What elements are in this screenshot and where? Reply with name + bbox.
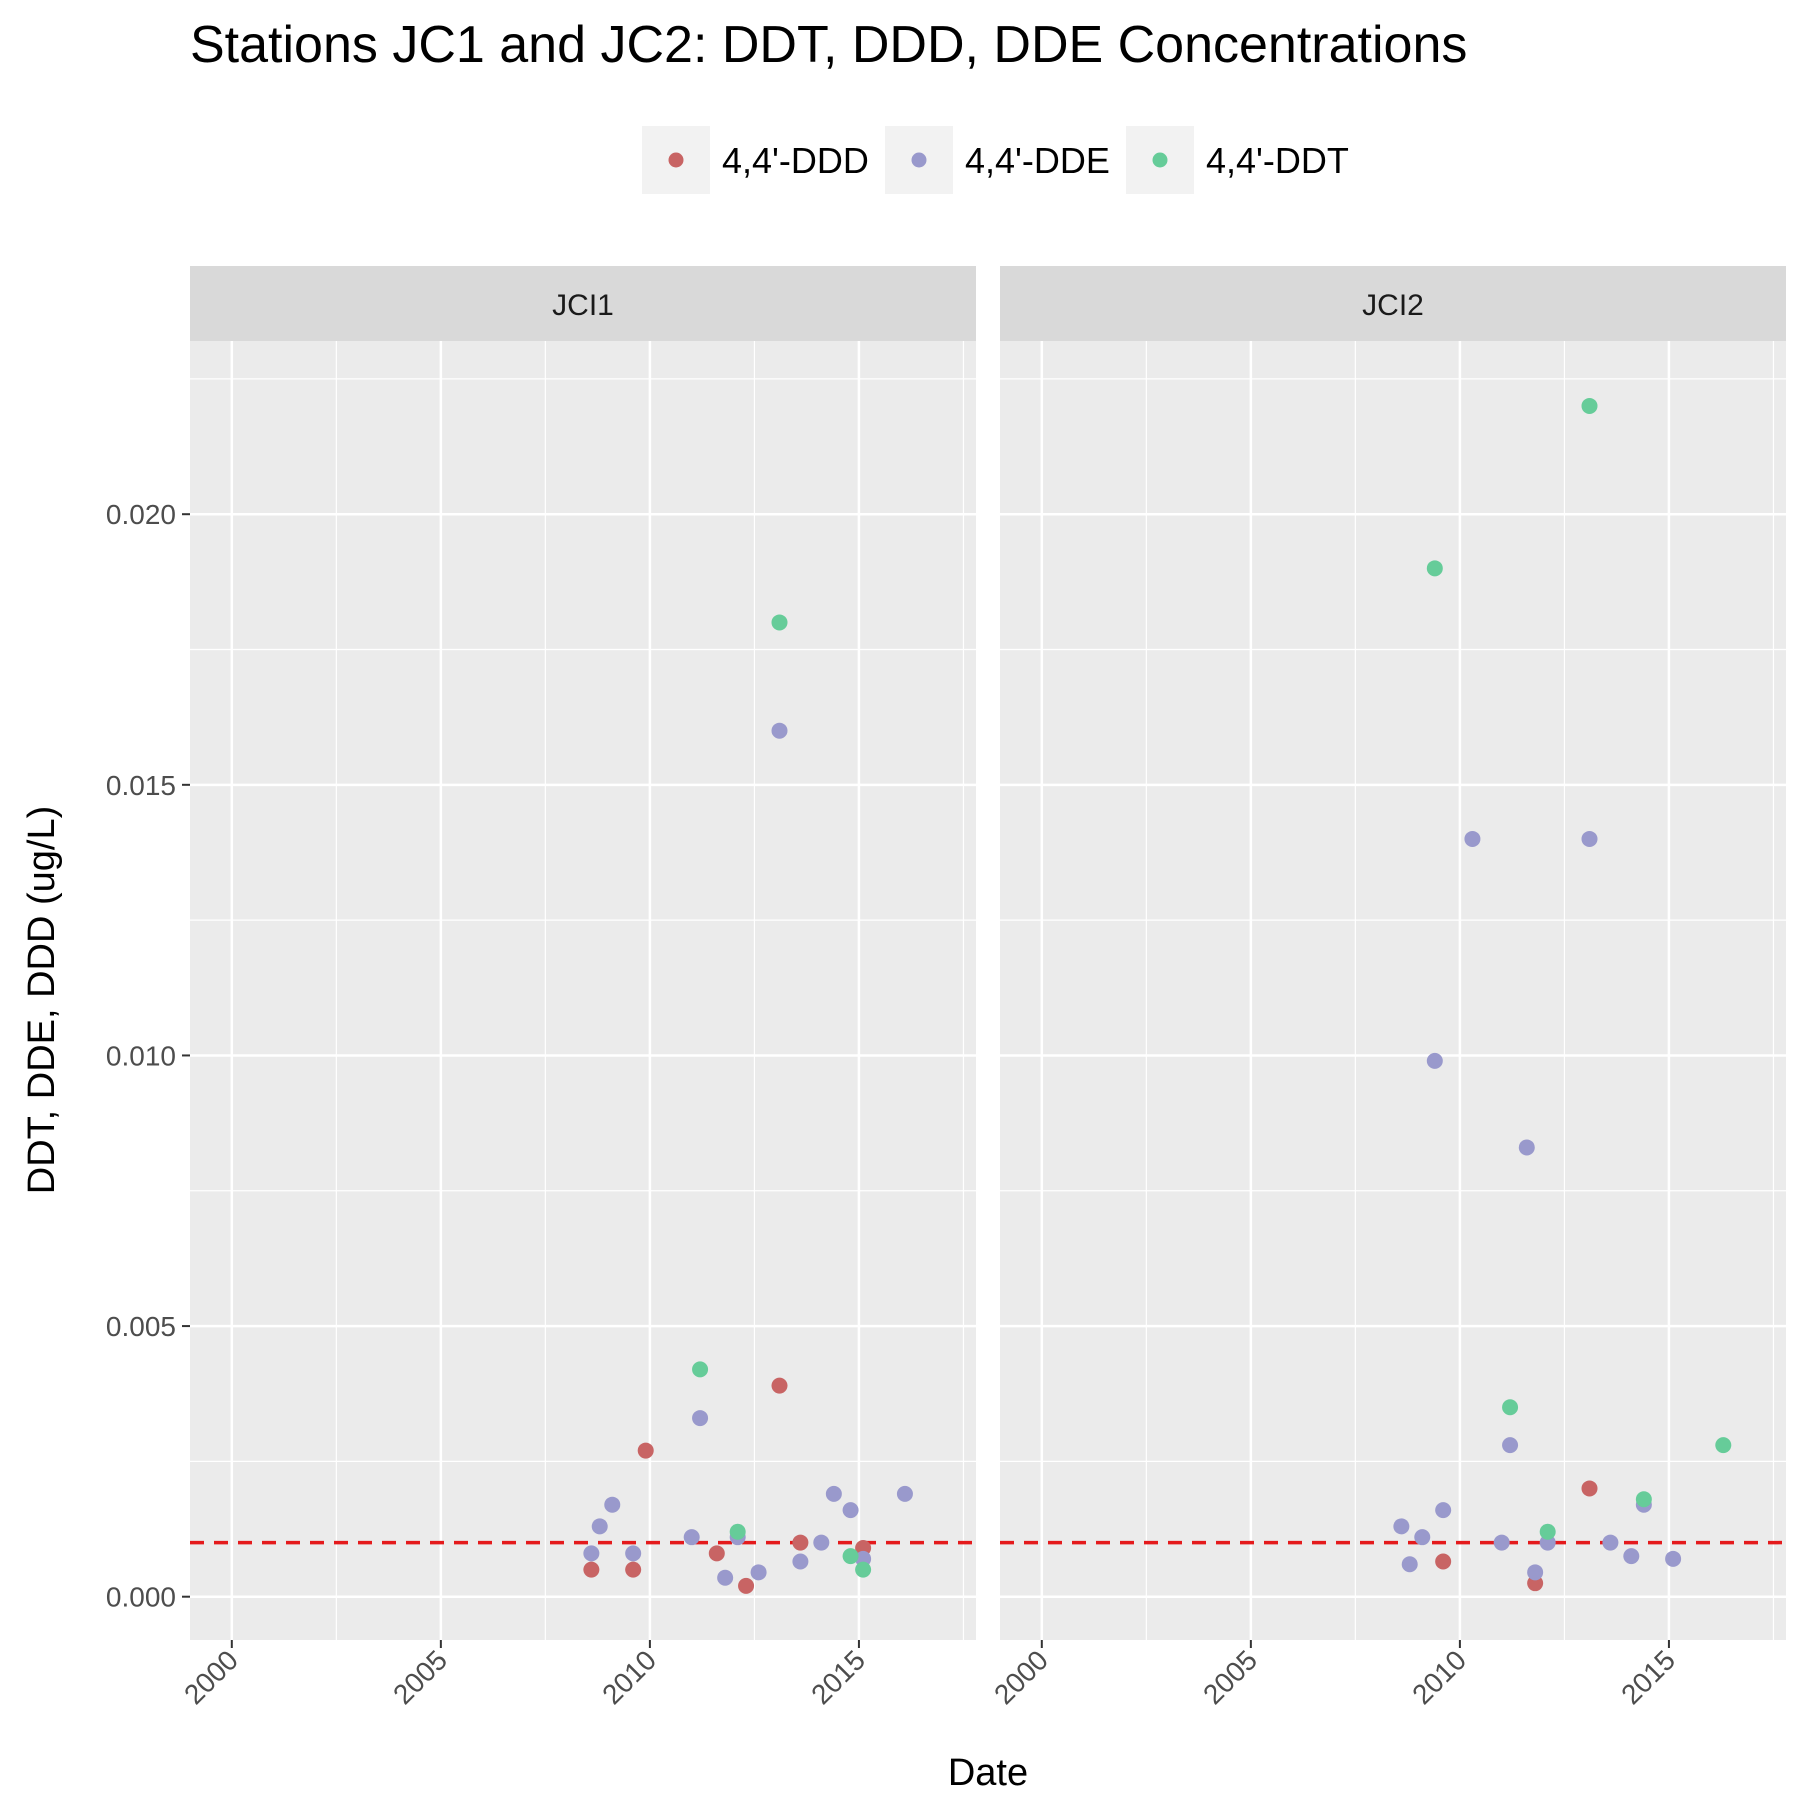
data-point [1635,1491,1652,1508]
data-point [1502,1437,1519,1454]
data-point [771,1377,788,1394]
data-point [1602,1534,1619,1551]
gridlines [190,341,976,1640]
legend-label: 4,4'-DDT [1206,140,1349,181]
legend: 4,4'-DDD 4,4'-DDE 4,4'-DDT [642,126,1349,194]
data-point [1435,1502,1452,1519]
data-point [692,1361,709,1378]
legend-label: 4,4'-DDE [965,140,1110,181]
data-point [1493,1534,1510,1551]
facet-strip-label: JCI2 [1362,289,1424,322]
data-point [583,1561,600,1578]
data-point [637,1442,654,1459]
data-point [583,1545,600,1562]
y-axis-title: DDT, DDE, DDD (ug/L) [21,806,63,1195]
data-point [708,1545,725,1562]
data-point [604,1496,621,1513]
x-tick-label: 2010 [596,1644,662,1710]
series-4,4'-DDE [583,722,913,1586]
legend-item: 4,4'-DDD [642,126,869,194]
legend-swatch [668,152,684,168]
data-point [1426,560,1443,577]
facet-strip-label: JCI1 [552,289,614,322]
facet-panels: JCI1 2000 2005 2010 2015 0.000 0.005 0.010 0.015… [106,266,1786,1710]
y-tick-label: 0.015 [106,770,176,801]
data-point [1581,830,1598,847]
x-tick-label: 2000 [988,1644,1054,1710]
data-point [591,1518,608,1535]
x-tick-label: 2005 [387,1644,453,1710]
x-axis-title: Date [948,1752,1028,1794]
data-point [1401,1556,1418,1573]
data-point [1502,1399,1519,1416]
data-point [692,1410,709,1427]
data-point [729,1523,746,1540]
data-point [1539,1523,1556,1540]
chart-title: Stations JC1 and JC2: DDT, DDD, DDE Conc… [190,16,1467,74]
data-point [625,1545,642,1562]
plot-background [1000,341,1786,1640]
data-point [855,1561,872,1578]
data-point [750,1564,767,1581]
plot-background [190,341,976,1640]
y-tick-label: 0.005 [106,1311,176,1342]
legend-label: 4,4'-DDD [722,140,869,181]
data-point [792,1553,809,1570]
x-tick-label: 2010 [1406,1644,1472,1710]
data-point [1623,1548,1640,1565]
data-point [1715,1437,1732,1454]
data-point [896,1485,913,1502]
data-point [683,1529,700,1546]
legend-item: 4,4'-DDE [885,126,1110,194]
data-point [1518,1139,1535,1156]
data-point [1665,1550,1682,1567]
data-point [813,1534,830,1551]
data-point [1414,1529,1431,1546]
data-point [842,1548,859,1565]
data-point [1464,830,1481,847]
legend-swatch [1152,152,1168,168]
data-point [1393,1518,1410,1535]
data-point [771,722,788,739]
y-tick-label: 0.000 [106,1582,176,1613]
data-point [625,1561,642,1578]
data-point [792,1534,809,1551]
legend-swatch [911,152,927,168]
data-point [1581,1480,1598,1497]
x-tick-label: 2005 [1197,1644,1263,1710]
facet-panel-JCI2: JCI2 2000 2005 2010 2015 [988,266,1786,1710]
data-point [842,1502,859,1519]
x-tick-label: 2015 [805,1644,871,1710]
data-point [738,1577,755,1594]
data-point [1426,1052,1443,1069]
data-point [1435,1553,1452,1570]
series-4,4'-DDT [692,614,872,1578]
data-point [825,1485,842,1502]
facet-strip [1000,266,1786,341]
x-tick-label: 2015 [1615,1644,1681,1710]
facet-panel-JCI1: JCI1 2000 2005 2010 2015 0.000 0.005 0.010 0.015… [106,266,976,1710]
gridlines [1000,341,1786,1640]
series-4,4'-DDT [1426,397,1732,1540]
x-tick-label: 2000 [178,1644,244,1710]
data-point [1581,397,1598,414]
legend-item: 4,4'-DDT [1126,126,1349,194]
data-point [1527,1564,1544,1581]
y-tick-label: 0.010 [106,1040,176,1071]
data-point [771,614,788,631]
facet-strip [190,266,976,341]
y-tick-label: 0.020 [106,499,176,530]
data-point [717,1569,734,1586]
